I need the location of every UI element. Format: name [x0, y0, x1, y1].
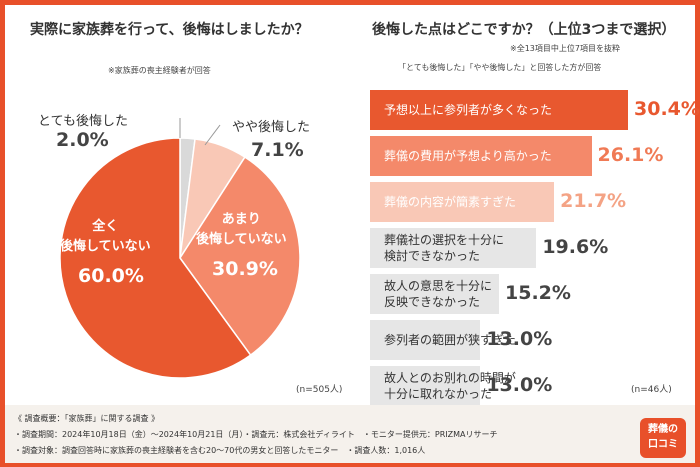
footer-heading: 《 調査概要：「家族葬」に関する調査 》: [14, 414, 160, 423]
bar-value-3: 19.6%: [542, 236, 609, 258]
bar-label-5: 参列者の範囲が狭すぎた: [384, 332, 516, 348]
pie-label-not-much-line2: 後悔していない: [196, 232, 287, 247]
pie-label-no-regret-line2: 後悔していない: [60, 239, 151, 254]
callout-value-somewhat-regret: 7.1%: [251, 139, 304, 161]
pie-sample-size: (n=505人): [296, 385, 343, 395]
logo-line-2: 口コミ: [648, 439, 678, 450]
bar-label-2: 葬儀の内容が簡素すぎた: [384, 194, 516, 210]
pie-slice-3: [59, 137, 252, 379]
bar-value-6: 13.0%: [486, 374, 553, 396]
pie-label-not-much-line1: あまり: [221, 212, 261, 227]
bar-label-1: 葬儀の費用が予想より高かった: [384, 148, 552, 164]
bar-label-line2-6: 十分に取れなかった: [384, 387, 493, 401]
bar-6: [370, 366, 481, 406]
callout-value-very-regret: 2.0%: [56, 129, 109, 151]
pie-value-no-regret: 60.0%: [78, 265, 144, 287]
logo-badge: 葬儀の 口コミ: [640, 418, 686, 458]
bar-label-line1-3: 葬儀社の選択を十分に: [384, 233, 505, 247]
bar-value-2: 21.7%: [560, 190, 627, 212]
bar-label-line1-1: 葬儀の費用が予想より高かった: [384, 149, 552, 163]
bar-label-line2-3: 検討できなかった: [384, 249, 481, 263]
bar-label-line1-0: 予想以上に参列者が多くなった: [384, 103, 553, 117]
bar-3: [370, 228, 537, 268]
bar-label-line1-4: 故人の意思を十分に: [384, 279, 493, 293]
bar-1: [370, 136, 592, 176]
bar-label-3: 葬儀社の選択を十分に 検討できなかった: [384, 232, 504, 264]
pie-title: 実際に家族葬を行って、後悔はしましたか？: [30, 22, 309, 38]
pie-value-not-much-regret: 30.9%: [212, 258, 278, 280]
bar-label-line1-2: 葬儀の内容が簡素すぎた: [384, 195, 517, 209]
bar-note-2: 「とても後悔した」「やや後悔した」と回答した方が回答: [398, 63, 602, 72]
bar-value-4: 15.2%: [505, 282, 571, 304]
bar-value-1: 26.1%: [597, 144, 664, 166]
pie-label-no-regret-line1: 全く: [92, 219, 119, 234]
bar-label-0: 予想以上に参列者が多くなった: [384, 102, 552, 118]
footer-line-1: ・調査期間：2024年10月18日（金）〜2024年10月21日（月）・調査元：…: [14, 430, 498, 439]
logo-line-1: 葬儀の: [648, 424, 678, 435]
pie-label-no-regret: 全く 後悔していない: [60, 217, 151, 257]
bar-label-line1-5: 参列者の範囲が狭すぎた: [384, 333, 517, 347]
pie-note: ※家族葬の喪主経験者が回答: [108, 66, 211, 75]
bar-label-6: 故人とのお別れの時間が 十分に取れなかった: [384, 370, 516, 402]
bar-note-1: ※全13項目中上位7項目を抜粋: [510, 44, 620, 53]
footer-line-2: ・調査対象：調査回答時に家族葬の喪主経験者を含む20〜70代の男女と回答したモニ…: [14, 446, 426, 455]
bar-label-4: 故人の意思を十分に 反映できなかった: [384, 278, 492, 310]
bar-title: 後悔した点はどこですか？（上位3つまで選択）: [372, 22, 676, 38]
bar-value-0: 30.4%: [634, 98, 700, 120]
pie-label-not-much-regret: あまり 後悔していない: [196, 210, 287, 250]
bar-2: [370, 182, 555, 222]
bar-value-5: 13.0%: [486, 328, 553, 350]
bar-label-line2-4: 反映できなかった: [384, 295, 481, 309]
pie-slice-2: [179, 156, 301, 357]
bar-sample-size: (n=46人): [631, 385, 672, 395]
survey-footer: [5, 405, 695, 463]
bar-4: [370, 274, 499, 314]
callout-leader-somewhat: [204, 124, 221, 146]
bar-label-line1-6: 故人とのお別れの時間が: [384, 371, 516, 385]
callout-label-somewhat-regret: やや後悔した: [232, 120, 311, 135]
bar-5: [370, 320, 481, 360]
bar-0: [370, 90, 628, 130]
callout-label-very-regret: とても後悔した: [38, 114, 128, 129]
